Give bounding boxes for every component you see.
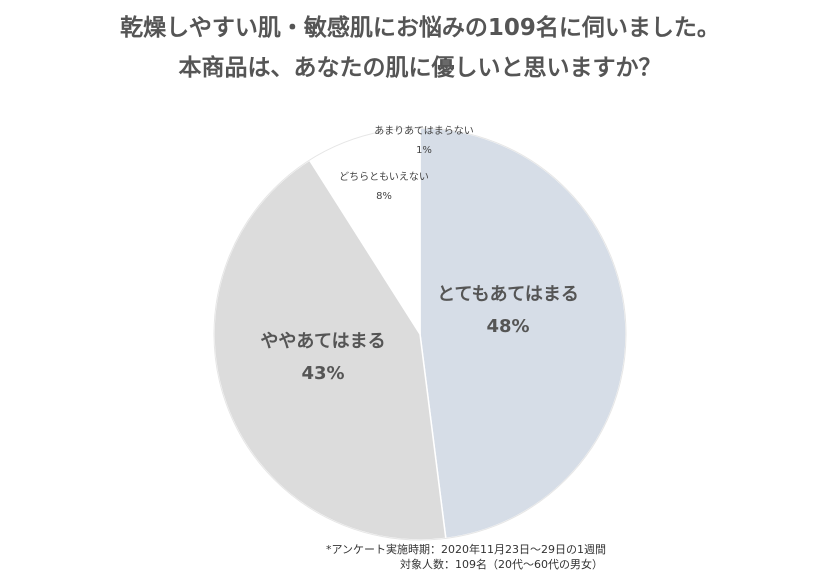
footnote: *アンケート実施時期：2020年11月23日～29日の1週間 対象人数：109名… — [326, 542, 606, 572]
chart-title: 乾燥しやすい肌・敏感肌にお悩みの109名に伺いました。 本商品は、あなたの肌に優… — [0, 8, 840, 88]
pie-slices — [213, 127, 627, 541]
slice-value-0: 48% — [486, 316, 529, 337]
slice-value-1: 43% — [301, 363, 344, 384]
pie-labels: とてもあてはまる 48% ややあてはまる 43% どちらともいえない 8% あまりあてはまら… — [260, 125, 579, 384]
slice-label-3: あまりあてはまらない — [374, 125, 474, 137]
slice-label-2: どちらともいえない — [339, 171, 429, 183]
slice-label-0: とてもあてはまる — [437, 284, 579, 305]
title-line-2: 本商品は、あなたの肌に優しいと思いますか？ — [178, 55, 662, 81]
slice-value-3: 1% — [416, 145, 432, 156]
title-line-1: 乾燥しやすい肌・敏感肌にお悩みの109名に伺いました。 — [120, 15, 720, 41]
pie-outline — [213, 127, 627, 541]
slice-label-1: ややあてはまる — [260, 331, 385, 352]
footnote-sample: 対象人数：109名（20代～60代の男女） — [400, 558, 603, 571]
slice-value-2: 8% — [376, 191, 392, 202]
footnote-period: *アンケート実施時期：2020年11月23日～29日の1週間 — [326, 543, 607, 556]
